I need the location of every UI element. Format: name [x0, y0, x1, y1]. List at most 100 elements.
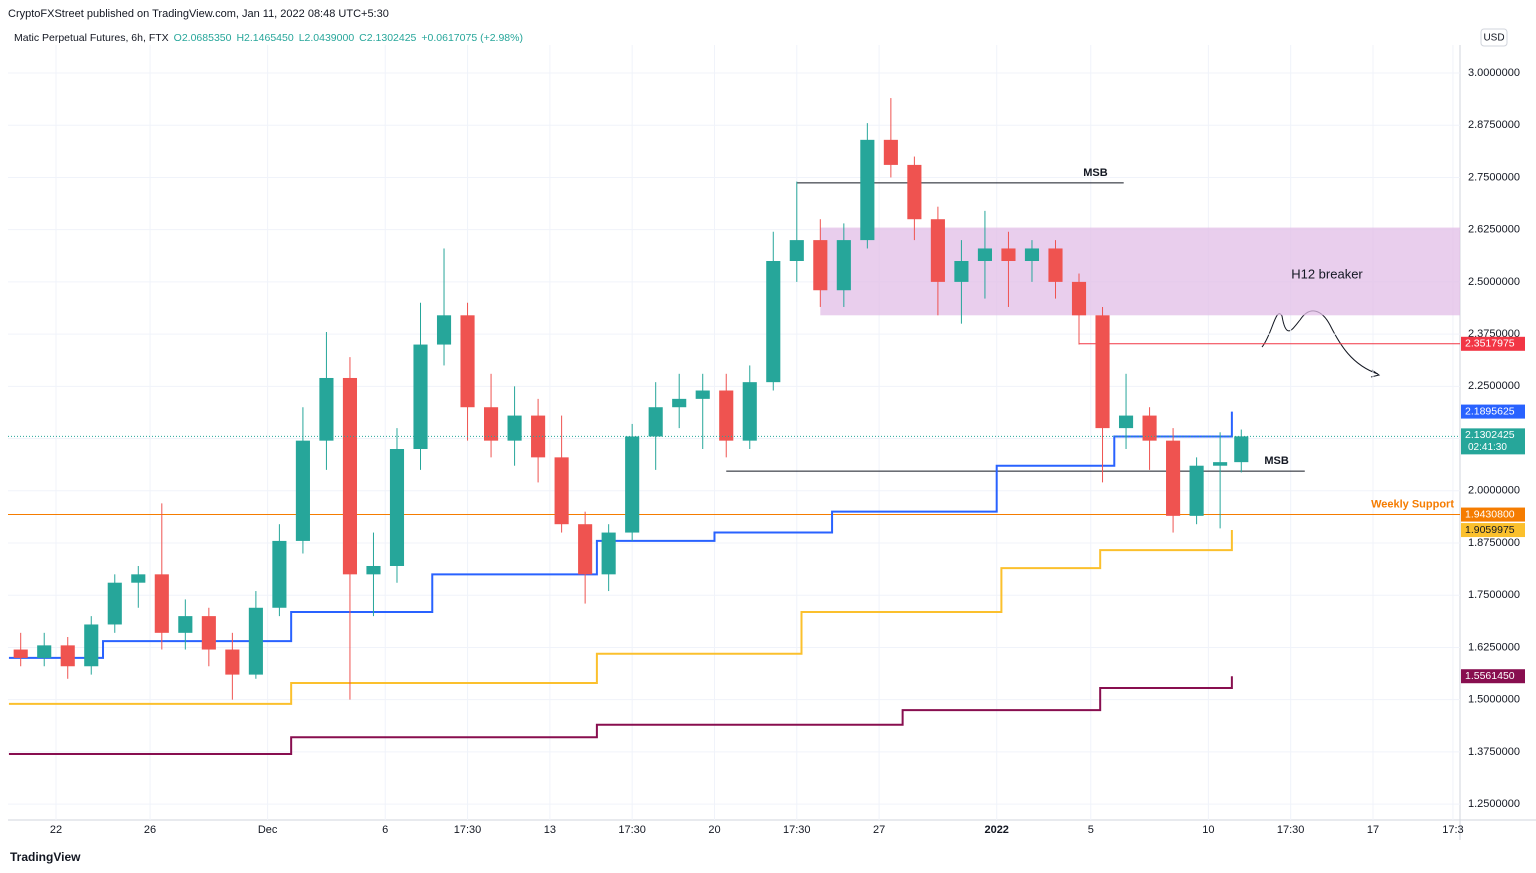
price-tag — [1461, 507, 1525, 522]
candle-body — [272, 540, 287, 608]
publisher: CryptoFXStreet published on TradingView.… — [8, 8, 389, 20]
price-tag — [1461, 404, 1525, 419]
candle-body — [319, 377, 334, 441]
brand: TradingView — [10, 850, 81, 864]
candle-body — [907, 164, 922, 220]
candle-body — [460, 315, 475, 408]
candle-body — [813, 240, 828, 291]
level-label: MSB — [1083, 167, 1108, 179]
projection-arrow — [1261, 310, 1379, 375]
y-tick-label: 3.0000000 — [1468, 67, 1520, 79]
x-tick-label: 17:30 — [1277, 824, 1305, 836]
candle-body — [1234, 436, 1249, 463]
y-tick-label: 1.2500000 — [1468, 798, 1520, 810]
x-tick-label: 17 — [1367, 824, 1379, 836]
y-tick-label: 2.1250000 — [1468, 432, 1520, 444]
candle-body — [366, 565, 381, 575]
candle-body — [131, 574, 146, 583]
candle-body — [295, 440, 310, 541]
candle-body — [860, 139, 875, 241]
candle-body — [107, 582, 122, 625]
candle-body — [1118, 415, 1134, 429]
candle-body — [507, 415, 522, 441]
y-tick-label: 1.6250000 — [1468, 641, 1520, 653]
candle-body — [719, 390, 734, 441]
x-tick-label: 2022 — [984, 824, 1008, 836]
candle-body — [248, 607, 263, 675]
y-tick-label: 1.5000000 — [1468, 694, 1520, 706]
candle-body — [578, 524, 593, 575]
x-tick-label: 20 — [708, 824, 720, 836]
x-tick-label: 6 — [382, 824, 388, 836]
price-tag-label: 2.1302425 — [1465, 429, 1515, 441]
moving-average — [8, 530, 1233, 705]
y-tick-label: 2.6250000 — [1468, 224, 1520, 236]
candle-body — [789, 240, 804, 261]
candle-body — [954, 260, 969, 282]
candle-body — [766, 260, 781, 383]
ohlc: C2.1302425 — [359, 32, 417, 44]
y-tick-label: 2.3750000 — [1468, 328, 1520, 340]
x-tick-label: 5 — [1088, 824, 1094, 836]
candle-body — [1024, 248, 1040, 261]
y-tick-label: 1.8750000 — [1468, 537, 1520, 549]
y-tick-label: 2.2500000 — [1468, 380, 1520, 392]
candle-body — [1095, 315, 1110, 429]
candle-body — [37, 645, 52, 658]
candle-body — [154, 574, 169, 633]
y-tick-label: 1.7500000 — [1468, 589, 1520, 601]
x-tick-label: 26 — [144, 824, 156, 836]
arrow-head — [1370, 369, 1381, 378]
candle-body — [1048, 248, 1063, 282]
x-tick-label: Dec — [258, 824, 278, 836]
candle-body — [601, 532, 616, 575]
x-tick-label: 17:30 — [783, 824, 811, 836]
zone — [820, 227, 1460, 316]
price-tag-label: 2.1895625 — [1465, 405, 1515, 417]
y-tick-label: 2.8750000 — [1468, 119, 1520, 131]
candle-body — [201, 616, 216, 650]
candle-body — [695, 390, 710, 399]
timer: 02:41:30 — [1468, 442, 1507, 453]
candle-body — [1071, 281, 1087, 316]
candle-body — [1001, 248, 1016, 261]
x-tick-label: 22 — [50, 824, 62, 836]
candle-body — [436, 315, 452, 345]
candle-body — [1189, 465, 1204, 516]
candle-body — [625, 436, 640, 533]
price-tag — [1461, 669, 1525, 684]
price-tag-label: 2.3517975 — [1465, 338, 1515, 350]
candle-body — [742, 382, 757, 441]
x-tick-label: 17:30 — [618, 824, 646, 836]
price-tag — [1461, 336, 1525, 351]
candle-body — [13, 649, 28, 658]
x-tick-label: 27 — [873, 824, 885, 836]
candle-body — [883, 139, 898, 165]
candle-body — [60, 645, 75, 667]
candle-body — [484, 407, 499, 441]
candle-body — [554, 457, 569, 525]
candle-body — [930, 219, 945, 282]
x-tick-label: 13 — [544, 824, 556, 836]
moving-average — [8, 676, 1233, 755]
y-tick-label: 2.7500000 — [1468, 171, 1520, 183]
ohlc: L2.0439000 — [298, 32, 355, 44]
ohlc: H2.1465450 — [236, 32, 294, 44]
x-tick-label: 17:3 — [1442, 824, 1463, 836]
candle-body — [648, 407, 663, 437]
candle-body — [342, 377, 358, 575]
candle-body — [413, 344, 428, 450]
price-tag-label: 1.9059975 — [1465, 524, 1515, 536]
candle-body — [531, 415, 546, 458]
moving-average — [8, 411, 1233, 659]
legend: Matic Perpetual Futures, 6h, FTX O2.06853… — [14, 32, 528, 44]
level-label: Weekly Support — [1371, 498, 1454, 510]
level-label: MSB — [1264, 455, 1289, 467]
zone-label: H12 breaker — [1291, 266, 1363, 281]
currency: USD — [1483, 33, 1504, 44]
change: +0.0617075 (+2.98%) — [421, 32, 523, 44]
price-tag-label: 1.9430800 — [1465, 508, 1515, 520]
candle-body — [1166, 440, 1181, 516]
